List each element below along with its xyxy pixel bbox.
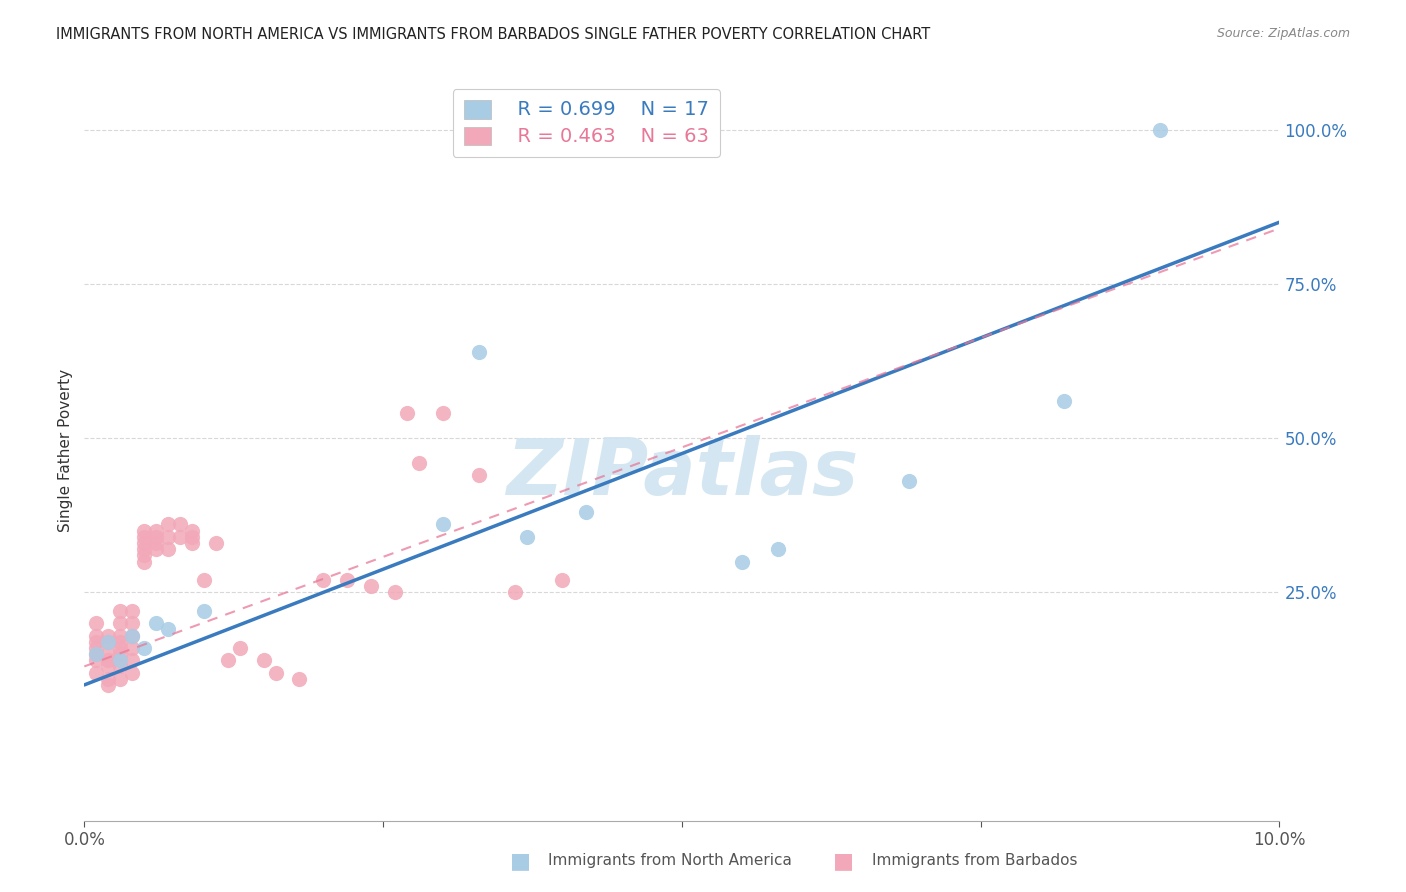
Point: [110, 604, 132, 618]
Point: [97, 672, 120, 686]
Point: [110, 647, 132, 661]
Point: [110, 616, 132, 631]
Point: [110, 672, 132, 686]
Point: [169, 517, 191, 532]
Point: [110, 659, 132, 673]
Point: [121, 629, 143, 643]
Point: [132, 549, 156, 563]
Text: Immigrants from Barbados: Immigrants from Barbados: [872, 854, 1077, 868]
Point: [121, 616, 143, 631]
Point: [181, 530, 204, 544]
Point: [157, 517, 180, 532]
Point: [145, 542, 167, 557]
Point: [86, 653, 108, 667]
Point: [110, 629, 132, 643]
Point: [97, 653, 120, 667]
Point: [157, 623, 180, 637]
Text: ■: ■: [510, 851, 530, 871]
Text: Immigrants from North America: Immigrants from North America: [548, 854, 792, 868]
Point: [97, 634, 120, 648]
Point: [432, 517, 454, 532]
Point: [121, 629, 143, 643]
Point: [86, 640, 108, 655]
Point: [132, 524, 156, 538]
Point: [288, 672, 311, 686]
Point: [468, 344, 491, 359]
Point: [193, 604, 215, 618]
Point: [121, 653, 143, 667]
Point: [205, 536, 228, 550]
Point: [516, 530, 538, 544]
Point: [110, 640, 132, 655]
Point: [132, 555, 156, 569]
Point: [384, 585, 406, 599]
Text: ZIPatlas: ZIPatlas: [506, 434, 858, 511]
Point: [157, 530, 180, 544]
Point: [121, 604, 143, 618]
Point: [1149, 122, 1171, 136]
Point: [121, 665, 143, 680]
Point: [312, 573, 335, 587]
Point: [86, 634, 108, 648]
Point: [731, 555, 754, 569]
Point: [396, 407, 419, 421]
Point: [132, 530, 156, 544]
Point: [86, 629, 108, 643]
Point: [408, 456, 430, 470]
Point: [898, 475, 921, 489]
Point: [264, 665, 287, 680]
Point: [121, 640, 143, 655]
Point: [217, 653, 239, 667]
Point: [145, 616, 167, 631]
Point: [97, 629, 120, 643]
Point: [336, 573, 359, 587]
Point: [145, 536, 167, 550]
Point: [86, 647, 108, 661]
Point: [503, 585, 526, 599]
Point: [97, 678, 120, 692]
Point: [1053, 394, 1076, 409]
Point: [432, 407, 454, 421]
Point: [253, 653, 276, 667]
Point: [360, 579, 382, 593]
Text: IMMIGRANTS FROM NORTH AMERICA VS IMMIGRANTS FROM BARBADOS SINGLE FATHER POVERTY : IMMIGRANTS FROM NORTH AMERICA VS IMMIGRA…: [56, 27, 931, 42]
Point: [193, 573, 215, 587]
Point: [181, 536, 204, 550]
Text: ■: ■: [834, 851, 853, 871]
Legend:   R = 0.699    N = 17,   R = 0.463    N = 63: R = 0.699 N = 17, R = 0.463 N = 63: [453, 89, 720, 157]
Point: [132, 640, 156, 655]
Point: [132, 542, 156, 557]
Point: [97, 659, 120, 673]
Point: [181, 524, 204, 538]
Point: [145, 524, 167, 538]
Y-axis label: Single Father Poverty: Single Father Poverty: [58, 369, 73, 532]
Point: [145, 530, 167, 544]
Text: Source: ZipAtlas.com: Source: ZipAtlas.com: [1216, 27, 1350, 40]
Point: [169, 530, 191, 544]
Point: [228, 640, 252, 655]
Point: [468, 468, 491, 483]
Point: [86, 665, 108, 680]
Point: [97, 647, 120, 661]
Point: [132, 536, 156, 550]
Point: [97, 634, 120, 648]
Point: [110, 653, 132, 667]
Point: [551, 573, 574, 587]
Point: [86, 616, 108, 631]
Point: [110, 634, 132, 648]
Point: [766, 542, 789, 557]
Point: [575, 505, 598, 519]
Point: [86, 647, 108, 661]
Point: [157, 542, 180, 557]
